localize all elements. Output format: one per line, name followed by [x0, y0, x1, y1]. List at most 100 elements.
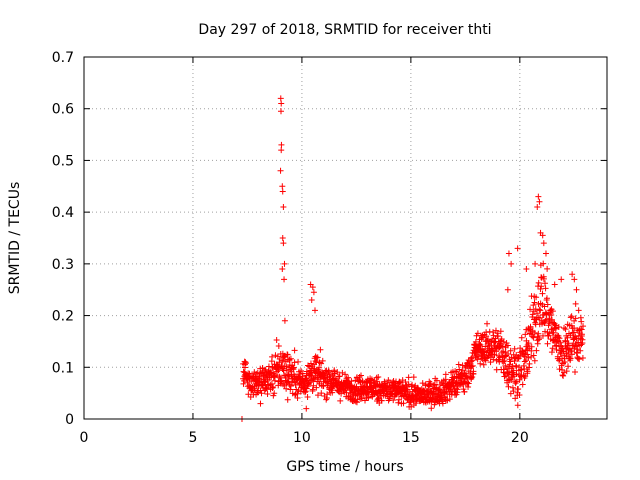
data-point: [562, 337, 569, 344]
data-point: [295, 358, 302, 365]
data-point: [269, 384, 276, 391]
data-point: [469, 362, 476, 369]
data-point: [454, 389, 461, 396]
data-point: [268, 380, 275, 387]
data-point: [490, 329, 497, 336]
data-point: [465, 380, 472, 387]
data-point: [287, 382, 294, 389]
data-point: [472, 338, 479, 345]
data-point: [525, 340, 532, 347]
data-point: [530, 334, 537, 341]
data-point: [358, 395, 365, 402]
data-point: [506, 368, 513, 375]
data-point: [290, 364, 297, 371]
x-tick-label: 5: [188, 430, 197, 446]
data-point: [536, 335, 543, 342]
data-point: [540, 240, 547, 247]
data-point: [564, 334, 571, 341]
data-point: [543, 295, 550, 302]
data-point: [395, 399, 402, 406]
data-point: [264, 390, 271, 397]
data-point: [285, 378, 292, 385]
data-point: [242, 360, 249, 367]
data-point: [280, 240, 287, 247]
data-point: [262, 386, 269, 393]
data-point: [528, 343, 535, 350]
data-point: [276, 373, 283, 380]
data-point: [512, 380, 519, 387]
data-point: [277, 167, 284, 174]
data-point: [518, 334, 525, 341]
data-point: [535, 330, 542, 337]
data-point: [544, 340, 551, 347]
data-point: [269, 353, 276, 360]
data-point: [516, 376, 523, 383]
data-point: [270, 383, 277, 390]
data-point: [508, 260, 515, 267]
data-point: [491, 351, 498, 358]
data-point: [240, 380, 247, 387]
data-point: [279, 183, 286, 190]
y-tick-label: 0.3: [52, 257, 74, 273]
data-point: [555, 323, 562, 330]
data-point: [420, 394, 427, 401]
data-point: [534, 203, 541, 210]
data-point: [529, 311, 536, 318]
data-point: [278, 147, 285, 154]
data-point: [405, 374, 412, 381]
data-point: [501, 373, 508, 380]
data-point: [572, 315, 579, 322]
data-point: [318, 390, 325, 397]
data-point: [477, 360, 484, 367]
data-point: [474, 330, 481, 337]
data-point: [548, 349, 555, 356]
data-point: [262, 366, 269, 373]
data-point: [495, 333, 502, 340]
data-point: [539, 290, 546, 297]
data-point: [553, 346, 560, 353]
data-point: [578, 318, 585, 325]
data-point: [571, 276, 578, 283]
data-point: [288, 372, 295, 379]
data-point: [375, 373, 382, 380]
data-point: [322, 368, 329, 375]
data-point: [324, 391, 331, 398]
data-point: [456, 366, 463, 373]
data-point: [360, 384, 367, 391]
data-point: [428, 405, 435, 412]
data-point: [567, 355, 574, 362]
data-point: [455, 361, 462, 368]
data-point: [467, 369, 474, 376]
data-point: [314, 392, 321, 399]
data-point: [561, 359, 568, 366]
data-point: [577, 347, 584, 354]
data-point: [580, 323, 587, 330]
data-point: [427, 380, 434, 387]
data-point: [284, 396, 291, 403]
data-point: [310, 289, 317, 296]
data-point: [275, 342, 282, 349]
data-point: [537, 307, 544, 314]
data-point: [257, 400, 264, 407]
data-point: [564, 363, 571, 370]
data-point: [527, 306, 534, 313]
data-point: [283, 367, 290, 374]
data-point: [523, 266, 530, 273]
data-point: [538, 283, 545, 290]
data-point: [529, 333, 536, 340]
data-point: [389, 379, 396, 386]
data-point: [279, 266, 286, 273]
y-axis-label: SRMTID / TECUs: [7, 182, 23, 295]
data-point: [279, 235, 286, 241]
data-point: [561, 325, 568, 332]
data-point: [563, 368, 570, 375]
data-point: [514, 245, 521, 252]
data-point: [283, 363, 290, 370]
y-axis-ticks: 0 0.1 0.2 0.3 0.4 0.5 0.6 0.7: [52, 50, 607, 428]
data-point: [354, 396, 361, 403]
data-point: [504, 342, 511, 349]
data-point: [468, 374, 475, 381]
data-point: [548, 312, 555, 319]
x-axis-label: GPS time / hours: [286, 459, 403, 475]
data-point: [446, 396, 453, 403]
